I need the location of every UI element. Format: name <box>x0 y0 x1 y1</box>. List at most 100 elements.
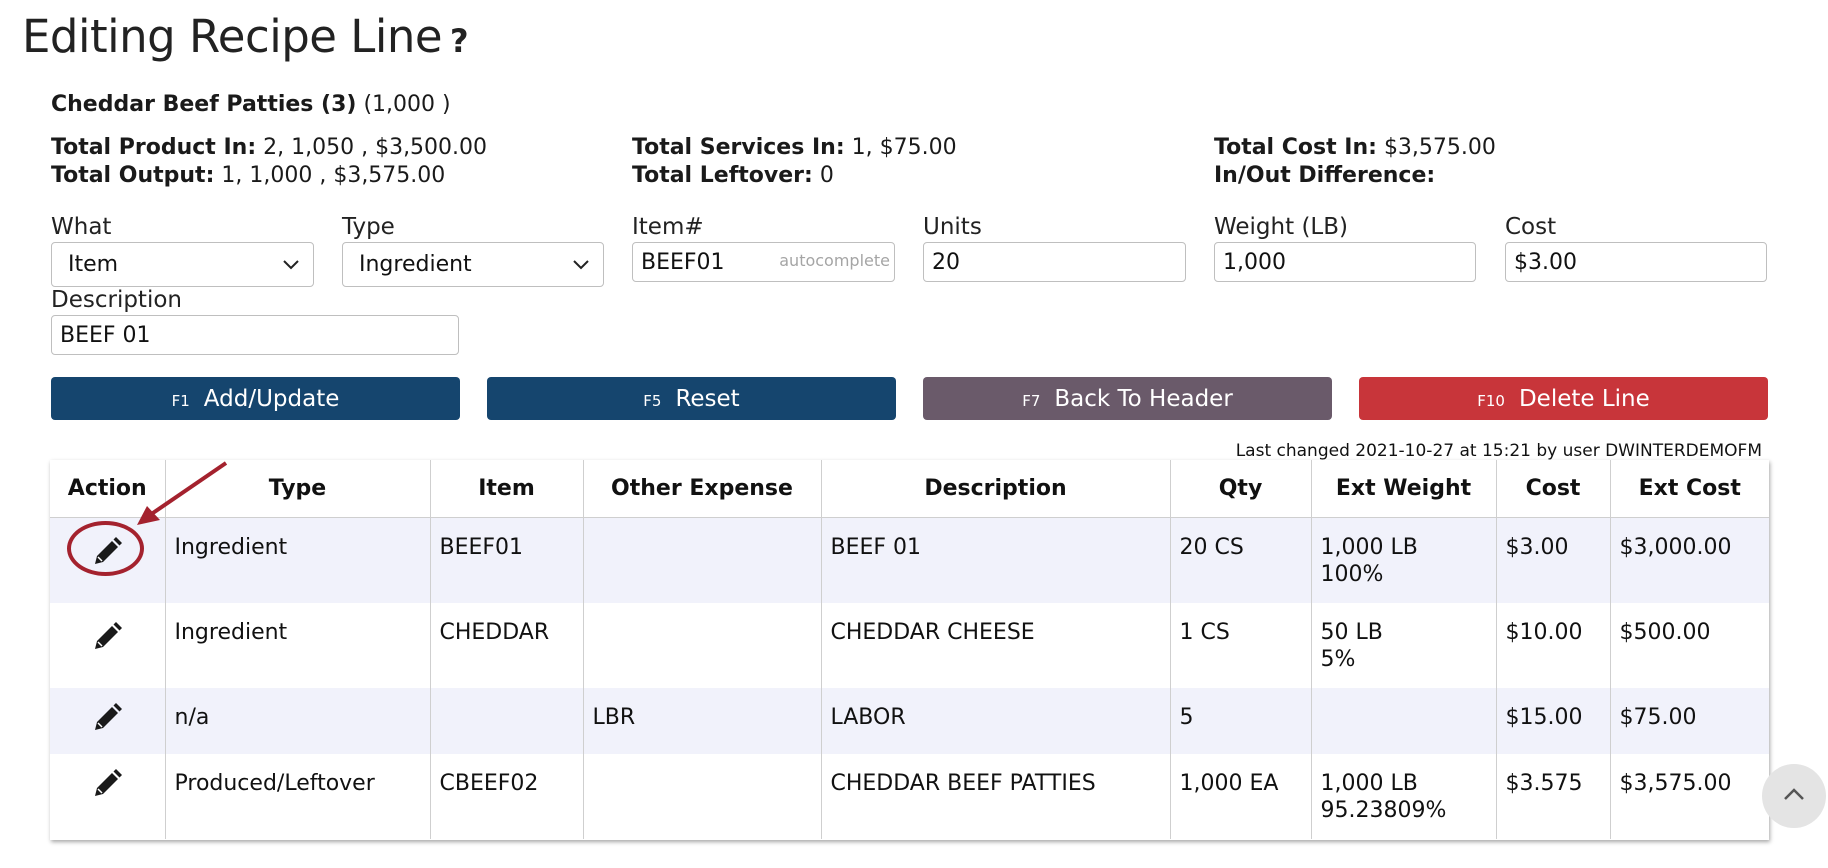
diff-label: In/Out Difference: <box>1214 163 1436 188</box>
add-update-key: F1 <box>171 391 190 410</box>
cell-description: LABOR <box>821 688 1171 754</box>
what-label: What <box>51 214 112 240</box>
cell-description: BEEF 01 <box>821 517 1171 603</box>
leftover-value: 0 <box>819 163 834 188</box>
cell-qty: 20 CS <box>1170 517 1312 603</box>
cell-description: CHEDDAR BEEF PATTIES <box>821 754 1171 839</box>
cell-item <box>430 688 584 754</box>
action-cell <box>50 603 166 688</box>
cell-qty: 1 CS <box>1170 603 1312 688</box>
cell-cost: $15.00 <box>1496 688 1611 754</box>
pencil-icon[interactable] <box>91 768 123 800</box>
cell-type: Ingredient <box>165 517 431 603</box>
cell-type: Produced/Leftover <box>165 754 431 839</box>
cell-description: CHEDDAR CHEESE <box>821 603 1171 688</box>
reset-button[interactable]: F5 Reset <box>487 377 896 420</box>
item-input-value: BEEF01 <box>641 249 725 275</box>
scroll-to-top-button[interactable] <box>1762 764 1826 828</box>
weight-input[interactable]: 1,000 <box>1214 242 1476 282</box>
autocomplete-hint: autocomplete <box>779 251 890 270</box>
cell-ext-weight: 1,000 LB 95.23809% <box>1311 754 1497 839</box>
col-item: Item <box>430 460 584 518</box>
ext-weight-value: 1,000 LB <box>1320 771 1418 796</box>
units-input[interactable]: 20 <box>923 242 1186 282</box>
cell-ext-weight <box>1311 688 1497 754</box>
ext-weight-percent: 100% <box>1320 561 1384 587</box>
ext-weight-value: 50 LB <box>1320 620 1383 645</box>
recipe-lines-table: Action Type Item Other Expense Descripti… <box>50 460 1769 840</box>
ext-weight-value: 1,000 LB <box>1320 534 1418 560</box>
cost-in-value: $3,575.00 <box>1383 135 1496 160</box>
col-type: Type <box>165 460 431 518</box>
weight-label: Weight (LB) <box>1214 214 1348 240</box>
back-to-header-button[interactable]: F7 Back To Header <box>923 377 1332 420</box>
delete-key: F10 <box>1477 391 1505 410</box>
units-input-value: 20 <box>932 249 960 275</box>
add-update-button[interactable]: F1 Add/Update <box>51 377 460 420</box>
chevron-down-icon <box>573 254 589 275</box>
what-select[interactable]: Item <box>51 242 314 287</box>
item-input[interactable]: BEEF01 autocomplete <box>632 242 895 282</box>
table-row: Ingredient BEEF01 BEEF 01 20 CS 1,000 LB… <box>50 517 1769 603</box>
cost-input[interactable]: $3.00 <box>1505 242 1767 282</box>
leftover-label: Total Leftover: <box>632 163 813 188</box>
summary-column-3: Total Cost In: $3,575.00 In/Out Differen… <box>1214 134 1496 190</box>
cell-ext-weight: 50 LB 5% <box>1311 603 1497 688</box>
item-label: Item# <box>632 214 704 240</box>
recipe-name: Cheddar Beef Patties (3) (1,000 ) <box>51 92 451 117</box>
type-label: Type <box>342 214 395 240</box>
cost-in-label: Total Cost In: <box>1214 135 1377 160</box>
pencil-icon[interactable] <box>91 621 123 653</box>
col-other-expense: Other Expense <box>583 460 822 518</box>
description-input[interactable]: BEEF 01 <box>51 315 459 355</box>
cell-ext-cost: $3,575.00 <box>1610 754 1769 839</box>
page-title: Editing Recipe Line? <box>22 10 469 63</box>
table-row: Ingredient CHEDDAR CHEDDAR CHEESE 1 CS 5… <box>50 603 1769 688</box>
reset-key: F5 <box>643 391 662 410</box>
type-select[interactable]: Ingredient <box>342 242 604 287</box>
recipe-name-text: Cheddar Beef Patties (3) <box>51 92 357 117</box>
recipe-qty: (1,000 ) <box>363 92 451 117</box>
weight-input-value: 1,000 <box>1223 249 1286 275</box>
add-update-label: Add/Update <box>203 385 340 412</box>
cell-item: CHEDDAR <box>430 603 584 688</box>
cell-cost: $3.575 <box>1496 754 1611 839</box>
page-title-text: Editing Recipe Line <box>22 10 443 63</box>
cell-type: Ingredient <box>165 603 431 688</box>
col-ext-weight: Ext Weight <box>1311 460 1497 518</box>
product-in-value: 2, 1,050 , $3,500.00 <box>263 135 488 160</box>
pencil-icon[interactable] <box>91 702 123 734</box>
summary-column-1: Total Product In: 2, 1,050 , $3,500.00 T… <box>51 134 487 190</box>
cell-ext-cost: $75.00 <box>1610 688 1769 754</box>
cell-qty: 1,000 EA <box>1170 754 1312 839</box>
cell-other-expense <box>583 754 822 839</box>
last-changed-text: Last changed 2021-10-27 at 15:21 by user… <box>1235 441 1762 461</box>
cell-qty: 5 <box>1170 688 1312 754</box>
product-in-label: Total Product In: <box>51 135 257 160</box>
table-row: Produced/Leftover CBEEF02 CHEDDAR BEEF P… <box>50 754 1769 839</box>
chevron-up-icon <box>1782 786 1806 806</box>
annotation-arrow-icon <box>137 461 228 525</box>
table-header-row: Action Type Item Other Expense Descripti… <box>50 460 1769 518</box>
cell-other-expense <box>583 603 822 688</box>
ext-weight-percent: 5% <box>1320 647 1356 672</box>
action-cell <box>50 754 166 839</box>
cell-ext-cost: $500.00 <box>1610 603 1769 688</box>
summary-column-2: Total Services In: 1, $75.00 Total Lefto… <box>632 134 957 190</box>
units-label: Units <box>923 214 982 240</box>
delete-line-button[interactable]: F10 Delete Line <box>1359 377 1768 420</box>
cost-label: Cost <box>1505 214 1557 240</box>
col-description: Description <box>821 460 1171 518</box>
cell-item: BEEF01 <box>430 517 584 603</box>
col-qty: Qty <box>1170 460 1312 518</box>
back-key: F7 <box>1022 391 1041 410</box>
cell-cost: $10.00 <box>1496 603 1611 688</box>
output-value: 1, 1,000 , $3,575.00 <box>221 163 446 188</box>
help-icon[interactable]: ? <box>450 22 469 60</box>
ext-weight-percent: 95.23809% <box>1320 798 1447 823</box>
reset-label: Reset <box>675 385 740 412</box>
output-label: Total Output: <box>51 163 215 188</box>
type-select-value: Ingredient <box>359 252 472 277</box>
back-label: Back To Header <box>1054 385 1233 412</box>
delete-label: Delete Line <box>1518 385 1650 412</box>
